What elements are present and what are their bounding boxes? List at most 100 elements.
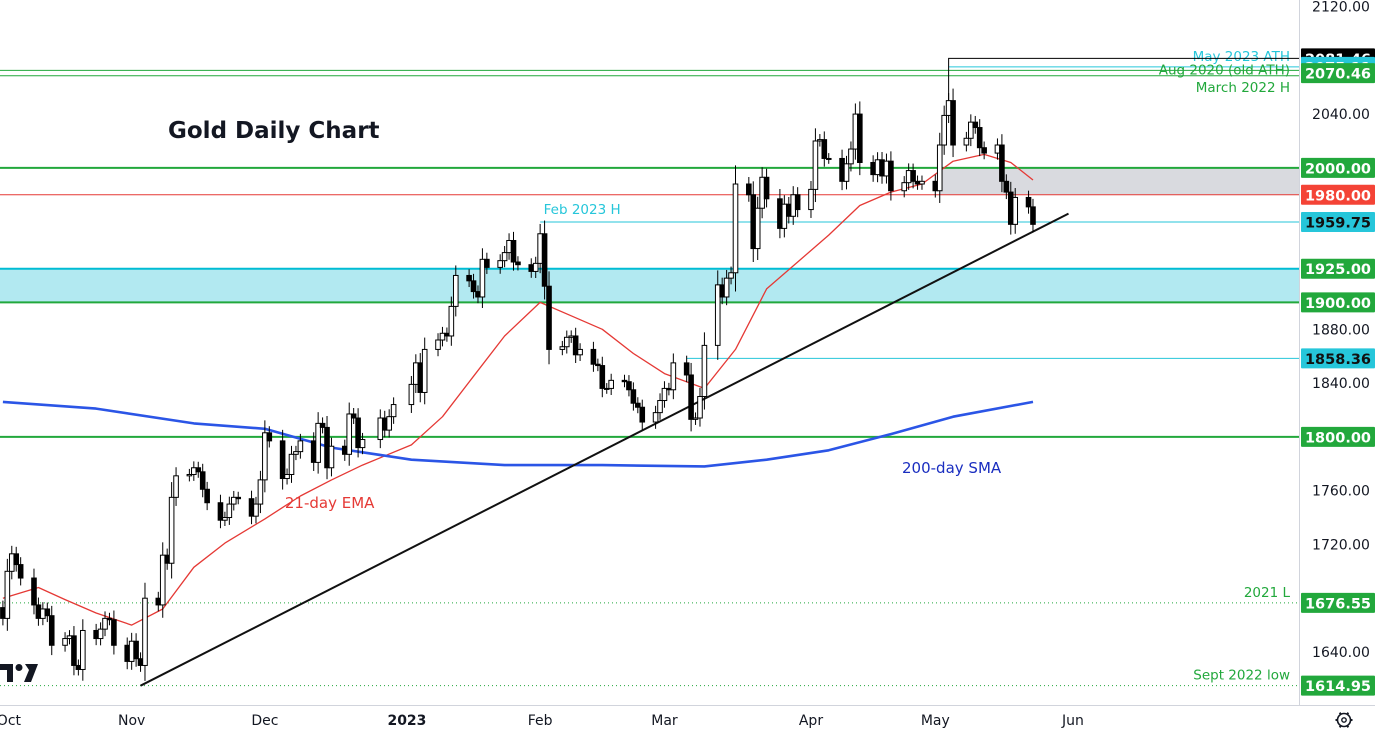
candle [754, 196, 761, 260]
candle [848, 141, 854, 172]
time-axis[interactable]: Oct Nov Dec 2023 Feb Mar Apr May Jun [0, 705, 1375, 734]
series-layer [2, 153, 1034, 626]
candle-body [350, 413, 357, 419]
candle-body [932, 180, 939, 192]
candle [262, 420, 268, 493]
candle-body [883, 160, 890, 177]
candle-body [155, 597, 162, 606]
candle [355, 408, 361, 458]
candle-body [164, 554, 170, 564]
candle [390, 397, 397, 424]
candle-body [657, 400, 663, 414]
candle-body [262, 432, 268, 481]
candle-body [217, 502, 224, 521]
candle-body [635, 402, 641, 408]
candle [319, 417, 326, 434]
price-tick-4: 1760.00 [1312, 484, 1370, 500]
time-tick-6: Apr [799, 713, 823, 729]
candle-body [603, 387, 610, 390]
candle-body [279, 440, 286, 480]
candle-body [666, 387, 672, 391]
candle-body [692, 417, 699, 420]
candle [448, 296, 455, 346]
candle [510, 231, 517, 271]
candle-body [1003, 180, 1010, 193]
candle [577, 343, 583, 361]
candle-body [448, 305, 455, 337]
candle-body [381, 417, 388, 431]
candle-body [111, 619, 117, 646]
candle [688, 362, 694, 432]
candle [199, 463, 206, 498]
candle-body [195, 467, 202, 473]
candle-body [199, 471, 206, 490]
candle [1012, 188, 1019, 234]
candle [435, 333, 441, 357]
price-tick-2: 1880.00 [1312, 322, 1370, 338]
candle [981, 141, 987, 160]
candle [235, 491, 242, 505]
candle [746, 177, 752, 202]
ath-marker-line [948, 57, 1299, 101]
candle [639, 399, 646, 430]
candle-body [288, 453, 295, 475]
candle [963, 131, 970, 152]
candle-body [670, 362, 677, 391]
candle-body [976, 127, 983, 149]
candle-body [981, 147, 987, 154]
price-label-bg-2 [1301, 63, 1375, 84]
candle [692, 412, 699, 425]
candle-body [40, 608, 46, 619]
candle [999, 134, 1005, 193]
candle [226, 496, 233, 525]
candle [794, 187, 801, 218]
candle [1025, 190, 1032, 214]
candle-body [763, 176, 770, 200]
candle-body [817, 139, 823, 142]
candles-layer [0, 88, 1036, 681]
price-label-8: 1858.36 [1305, 352, 1371, 368]
candle-body [497, 260, 503, 268]
candle-body [790, 194, 797, 217]
candle-body [963, 137, 970, 146]
candle [497, 254, 503, 274]
candle-body [590, 348, 597, 365]
candle-body [630, 389, 637, 404]
candle [843, 155, 850, 190]
candle-body [13, 553, 20, 566]
candle-body [905, 170, 912, 184]
candle-body [248, 498, 255, 517]
candle [452, 265, 459, 317]
candle [484, 252, 490, 274]
candle-body [421, 348, 428, 393]
candle-body [173, 475, 179, 498]
candle [346, 402, 353, 466]
price-axis[interactable]: 2120.00 2040.00 1880.00 1840.00 1760.00 1720.… [1299, 0, 1375, 705]
candle-body [639, 406, 646, 423]
candle [359, 432, 366, 455]
level-label-10: 2021 L [1244, 585, 1291, 601]
candle-body [124, 644, 131, 662]
level-label-1: Aug 2020 (old ATH) [1159, 62, 1290, 78]
candle-body [532, 262, 539, 272]
gear-icon[interactable] [1335, 712, 1353, 728]
candle-body [599, 365, 606, 389]
candle-body [919, 180, 925, 185]
candle [888, 151, 894, 201]
candle [515, 256, 521, 271]
candle-body [1025, 196, 1032, 208]
candle [972, 115, 979, 134]
candle-body [484, 258, 490, 268]
gear-tooth [1338, 712, 1342, 715]
candle [630, 382, 637, 411]
candle-body [812, 140, 819, 190]
candle [257, 470, 264, 514]
candle-body [781, 203, 788, 229]
candle-body [328, 445, 335, 469]
candle [635, 397, 641, 414]
candle-body [44, 608, 51, 617]
logo-mark-t [0, 664, 13, 682]
candle [501, 246, 508, 268]
candle-body [808, 188, 814, 211]
candle-body [852, 113, 859, 150]
